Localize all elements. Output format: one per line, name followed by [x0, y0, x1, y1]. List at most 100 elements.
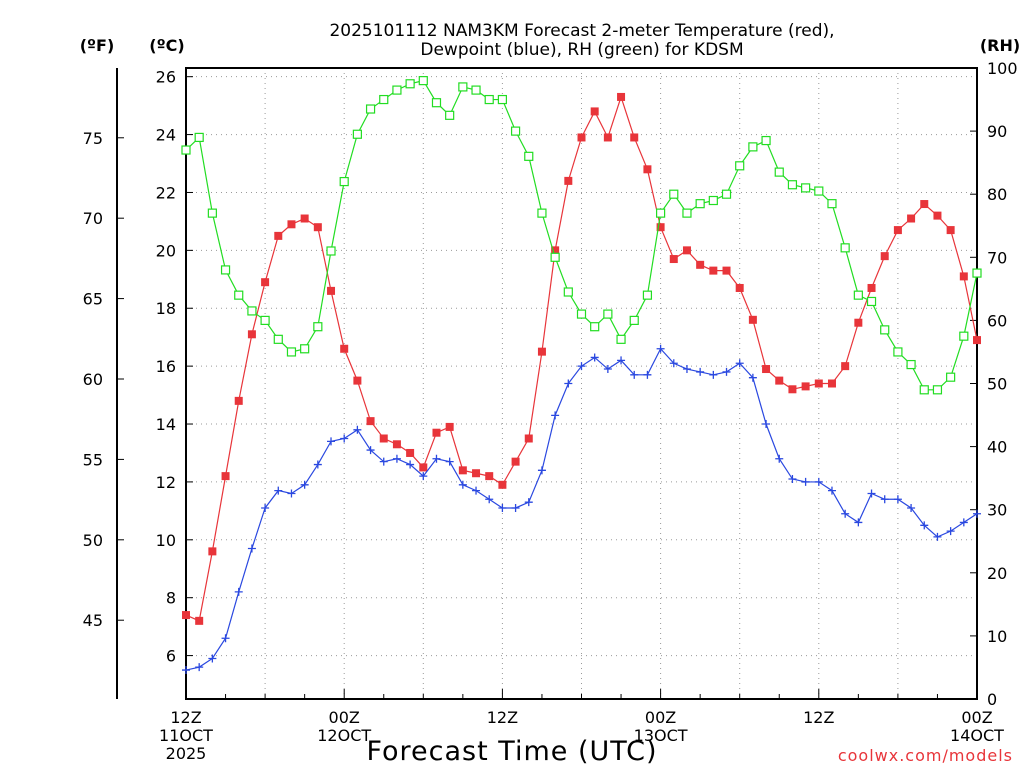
data-point — [973, 509, 981, 518]
fahrenheit-tick-label: 50 — [83, 531, 103, 550]
data-point — [564, 176, 573, 185]
data-point — [300, 480, 309, 489]
data-point — [550, 252, 560, 262]
rh-tick-label: 40 — [987, 438, 1007, 457]
data-point — [273, 334, 283, 344]
data-point — [247, 544, 256, 553]
data-point — [682, 208, 692, 218]
data-point — [907, 503, 916, 512]
data-point — [788, 385, 797, 394]
data-point — [854, 518, 863, 527]
celsius-tick-label: 24 — [156, 126, 176, 145]
series-rh — [181, 76, 982, 395]
data-point — [577, 133, 586, 142]
data-point — [287, 220, 296, 229]
data-point — [194, 132, 204, 143]
data-point — [340, 344, 349, 353]
data-point — [537, 208, 547, 218]
data-point — [472, 486, 481, 495]
data-point — [656, 223, 665, 232]
data-point — [642, 290, 653, 300]
data-point — [445, 110, 455, 120]
data-point — [247, 330, 256, 339]
data-point — [445, 457, 454, 466]
x-tick-label: 11OCT — [159, 726, 213, 745]
x-axis-label: Forecast Time (UTC) — [366, 736, 657, 767]
x-tick-label: 12Z — [803, 708, 834, 727]
data-point — [182, 611, 190, 620]
fahrenheit-tick-label: 60 — [83, 370, 103, 389]
data-point — [933, 532, 942, 541]
data-point — [629, 315, 639, 325]
data-point — [445, 422, 454, 431]
data-point — [669, 189, 679, 199]
data-point — [577, 362, 586, 371]
data-point — [762, 365, 771, 374]
data-point — [392, 85, 402, 95]
data-point — [946, 226, 955, 235]
data-point — [366, 446, 375, 455]
data-point — [498, 480, 507, 489]
data-point — [709, 266, 718, 275]
fahrenheit-tick-label: 75 — [83, 129, 103, 148]
data-point — [959, 272, 968, 281]
data-point — [471, 85, 481, 95]
celsius-tick-label: 6 — [166, 647, 176, 666]
data-point — [274, 231, 283, 240]
data-point — [392, 454, 401, 463]
data-point — [418, 76, 428, 86]
series-line-dewpoint — [185, 347, 978, 671]
data-point — [524, 498, 533, 507]
data-point — [406, 460, 415, 469]
data-point — [867, 489, 876, 498]
axes-layer: 6 8 10 12 14 16 18 20 22 24 26 45 50 55 60 65 70 75 0 10 20 3… — [83, 59, 1018, 763]
rh-tick-label: 30 — [987, 501, 1007, 520]
data-point — [603, 365, 612, 374]
data-point — [458, 480, 467, 489]
data-point — [392, 440, 401, 449]
data-point — [379, 434, 388, 443]
data-point — [313, 322, 323, 332]
data-point — [221, 634, 230, 643]
rh-tick-label: 100 — [987, 59, 1018, 78]
data-point — [181, 145, 191, 155]
data-point — [630, 133, 639, 142]
data-point — [866, 296, 877, 307]
data-point — [722, 367, 731, 376]
data-point — [853, 290, 863, 300]
data-point — [576, 309, 587, 319]
data-point — [207, 208, 217, 218]
x-tick-label: 2025 — [166, 744, 207, 763]
data-point — [933, 211, 942, 220]
data-point — [286, 347, 297, 357]
data-point — [234, 587, 243, 596]
data-point — [920, 200, 929, 209]
data-point — [880, 495, 889, 504]
x-tick-label: 14OCT — [950, 726, 1004, 745]
data-point — [867, 283, 876, 292]
data-point — [827, 486, 836, 495]
data-point — [590, 322, 600, 332]
data-point — [959, 331, 969, 341]
data-point — [484, 94, 494, 105]
data-point — [405, 79, 415, 89]
data-point — [682, 246, 691, 255]
rh-tick-label: 50 — [987, 375, 1007, 394]
x-tick-label: 12OCT — [317, 726, 371, 745]
data-point — [709, 370, 718, 379]
data-point — [669, 359, 678, 368]
data-point — [195, 663, 204, 672]
rh-tick-label: 90 — [987, 122, 1007, 141]
chart-title-line1: 2025101112 NAM3KM Forecast 2-meter Tempe… — [329, 21, 834, 41]
data-point — [696, 367, 705, 376]
data-point — [234, 290, 244, 300]
data-point — [959, 518, 968, 527]
data-point — [313, 460, 322, 469]
data-point — [775, 376, 784, 385]
data-point — [841, 509, 850, 518]
data-point — [472, 469, 481, 478]
data-point — [510, 126, 521, 136]
data-point — [669, 255, 678, 264]
celsius-tick-label: 16 — [156, 357, 176, 376]
